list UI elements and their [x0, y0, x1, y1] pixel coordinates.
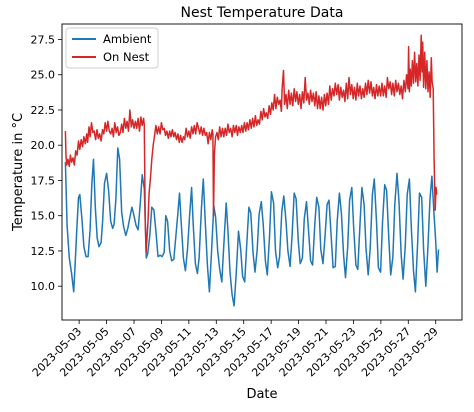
legend-label-ambient: Ambient [103, 32, 152, 46]
x-axis: 2023-05-032023-05-052023-05-072023-05-09… [30, 320, 441, 379]
plot-area [61, 23, 463, 321]
legend: Ambient On Nest [65, 27, 159, 69]
y-tick-label: 27.5 [31, 34, 56, 47]
chart-title: Nest Temperature Data [181, 5, 344, 21]
y-tick-label: 25.0 [31, 69, 56, 82]
x-axis-label: Date [246, 387, 277, 402]
y-axis: 10.0 12.5 15.0 17.5 20.0 22.5 25.0 27.5 [31, 34, 62, 293]
y-tick-label: 12.5 [31, 245, 56, 258]
y-axis-label: Temperature in °C [11, 113, 26, 232]
y-tick-label: 22.5 [31, 104, 56, 117]
series-layer [64, 34, 440, 307]
y-tick-label: 10.0 [31, 280, 56, 293]
y-tick-label: 15.0 [31, 210, 56, 223]
y-tick-label: 17.5 [31, 174, 56, 187]
series-line-on-nest [64, 34, 438, 254]
legend-label-on-nest: On Nest [103, 50, 150, 64]
series-line-ambient [64, 147, 440, 307]
y-tick-label: 20.0 [31, 139, 56, 152]
